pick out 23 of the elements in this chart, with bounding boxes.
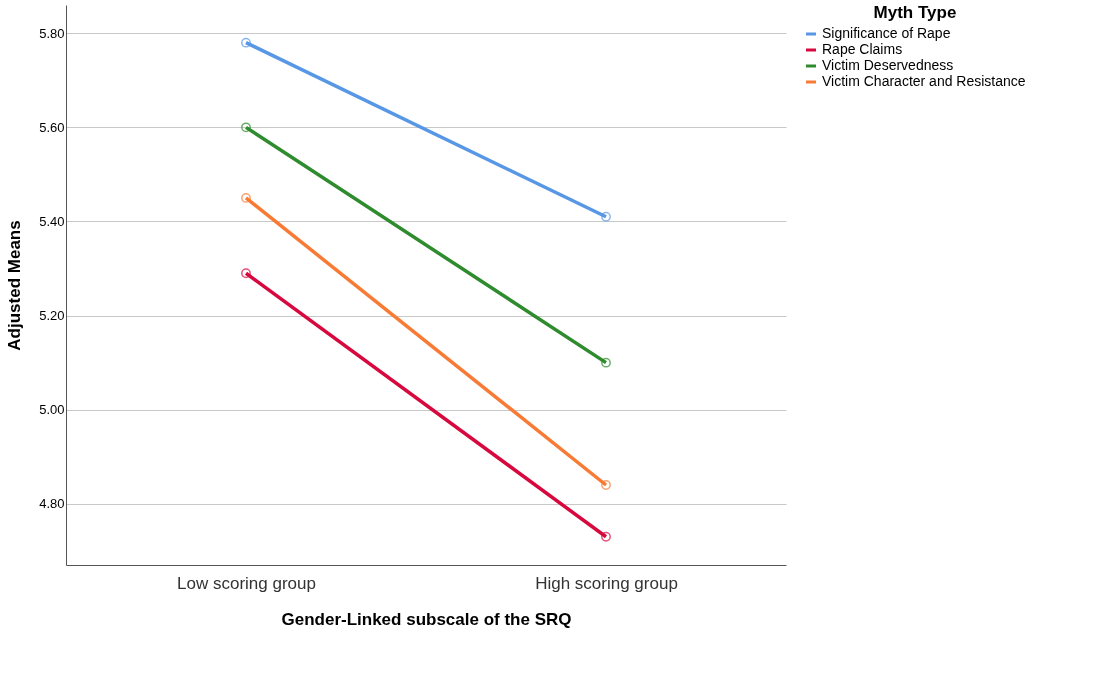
y-tick-label: 5.00 [39,402,65,418]
legend-label: Significance of Rape [822,25,951,41]
point [241,268,251,279]
point [601,531,611,542]
x-tick-label: High scoring group [535,573,678,593]
y-tick-label: 5.80 [39,25,65,41]
point [241,122,251,133]
legend-label: Victim Character and Resistance [822,73,1026,89]
y-tick-label: 4.80 [39,496,65,512]
legend-label: Rape Claims [822,41,903,57]
x-axis-title: Gender-Linked subscale of the SRQ [281,609,572,629]
y-tick-label: 5.20 [39,308,65,324]
legend-title: Myth Type [873,3,957,22]
point [601,480,611,490]
y-tick-label: 5.40 [39,213,65,229]
x-tick-label: Low scoring group [177,573,316,593]
y-axis-title: Adjusted Means [5,220,25,351]
legend-label: Victim Deservedness [822,57,954,73]
point [601,357,611,368]
y-tick-label: 5.60 [39,119,65,135]
point [601,211,611,222]
point [241,37,251,48]
point [241,193,251,203]
